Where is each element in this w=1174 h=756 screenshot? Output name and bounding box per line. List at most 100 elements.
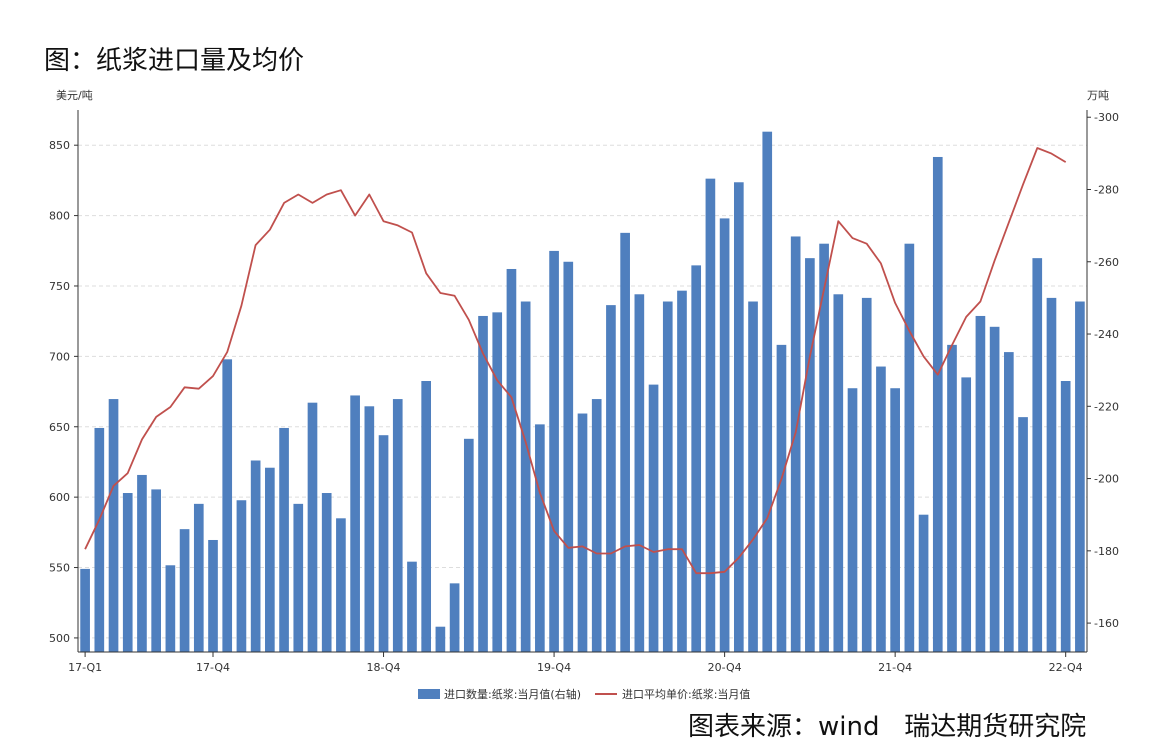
right-tick-label: -240 bbox=[1094, 328, 1119, 341]
bar bbox=[94, 427, 105, 652]
bar bbox=[307, 402, 318, 652]
x-tick-label: 21-Q4 bbox=[878, 661, 912, 674]
left-tick-label: 600 bbox=[49, 491, 70, 504]
bar bbox=[122, 493, 133, 652]
bar bbox=[861, 297, 872, 652]
bar bbox=[407, 561, 417, 652]
bar bbox=[975, 315, 986, 652]
right-axis-unit: 万吨 bbox=[1087, 89, 1109, 102]
bar bbox=[378, 435, 389, 652]
bar bbox=[321, 493, 332, 652]
bar bbox=[1004, 352, 1014, 652]
bar bbox=[904, 243, 915, 652]
legend: 进口数量:纸浆:当月值(右轴) 进口平均单价:纸浆:当月值 bbox=[418, 687, 750, 701]
bar bbox=[1060, 381, 1071, 652]
bar bbox=[932, 156, 943, 652]
legend-line-label: 进口平均单价:纸浆:当月值 bbox=[622, 687, 750, 701]
bar bbox=[918, 514, 929, 652]
bar bbox=[591, 399, 602, 652]
bar bbox=[222, 359, 233, 652]
bar bbox=[847, 388, 858, 652]
bar bbox=[1075, 301, 1085, 652]
bar bbox=[265, 467, 275, 652]
x-tick-label: 22-Q4 bbox=[1049, 661, 1083, 674]
axes: 500 550 600 650 700 750 800 850 -160 -180 -200 -220… bbox=[49, 110, 1119, 674]
bar bbox=[790, 236, 801, 652]
bar bbox=[662, 301, 673, 652]
bar bbox=[293, 503, 304, 652]
bar bbox=[705, 178, 716, 653]
bar bbox=[762, 131, 773, 652]
bar bbox=[137, 474, 147, 652]
bar bbox=[165, 565, 176, 652]
right-tick-label: -300 bbox=[1094, 111, 1119, 124]
bar bbox=[989, 326, 1000, 652]
bar bbox=[506, 268, 517, 652]
bar bbox=[677, 290, 687, 652]
legend-bar-label: 进口数量:纸浆:当月值(右轴) bbox=[444, 687, 581, 701]
bar bbox=[208, 539, 218, 652]
bar bbox=[279, 427, 289, 652]
source-note: 图表来源：wind 瑞达期货研究院 bbox=[688, 712, 1087, 742]
right-tick-label: -180 bbox=[1094, 545, 1119, 558]
line-series bbox=[84, 147, 1067, 575]
bar bbox=[492, 312, 503, 652]
left-tick-label: 750 bbox=[49, 280, 70, 293]
bar bbox=[833, 294, 844, 652]
bar bbox=[364, 406, 375, 652]
bar bbox=[748, 301, 758, 652]
bar bbox=[776, 344, 787, 652]
bar bbox=[336, 518, 346, 652]
bar bbox=[961, 377, 972, 652]
right-tick-label: -280 bbox=[1094, 183, 1119, 196]
right-tick-label: -200 bbox=[1094, 473, 1119, 486]
bar bbox=[819, 243, 829, 652]
bar bbox=[606, 305, 616, 652]
bar bbox=[876, 366, 886, 652]
bar bbox=[1018, 417, 1028, 652]
bar bbox=[733, 182, 744, 652]
bar bbox=[193, 503, 204, 652]
left-axis-unit: 美元/吨 bbox=[56, 89, 93, 102]
right-tick-label: -260 bbox=[1094, 256, 1119, 269]
bar bbox=[463, 438, 474, 652]
x-tick-label: 19-Q4 bbox=[537, 661, 571, 674]
bar bbox=[1046, 297, 1057, 652]
left-tick-label: 850 bbox=[49, 139, 70, 152]
bar bbox=[805, 258, 815, 652]
bar bbox=[648, 384, 659, 652]
legend-bar-swatch bbox=[418, 689, 440, 699]
right-tick-label: -160 bbox=[1094, 617, 1119, 630]
bar bbox=[250, 460, 261, 652]
price-line bbox=[84, 147, 1067, 575]
bar bbox=[691, 265, 702, 652]
bar bbox=[392, 399, 403, 652]
bar bbox=[151, 489, 161, 652]
bar bbox=[350, 395, 360, 652]
x-tick-label: 17-Q1 bbox=[68, 661, 102, 674]
bar bbox=[620, 232, 630, 652]
left-tick-label: 550 bbox=[49, 562, 70, 575]
x-tick-label: 17-Q4 bbox=[196, 661, 230, 674]
bar bbox=[890, 388, 900, 652]
bar bbox=[80, 568, 90, 652]
bar bbox=[449, 583, 460, 652]
left-tick-label: 650 bbox=[49, 421, 70, 434]
bar bbox=[719, 218, 730, 652]
x-tick-label: 20-Q4 bbox=[708, 661, 742, 674]
bar bbox=[549, 250, 559, 653]
bar bbox=[563, 261, 574, 652]
bar bbox=[577, 413, 588, 652]
bar bbox=[421, 381, 432, 652]
bar bbox=[478, 315, 488, 652]
bar bbox=[1032, 258, 1043, 652]
x-tick-label: 18-Q4 bbox=[367, 661, 401, 674]
left-tick-label: 500 bbox=[49, 632, 70, 645]
bar bbox=[236, 500, 247, 652]
bar bbox=[435, 626, 446, 652]
bar bbox=[947, 344, 957, 652]
bar bbox=[179, 529, 190, 652]
left-tick-label: 700 bbox=[49, 350, 70, 363]
right-tick-label: -220 bbox=[1094, 400, 1119, 413]
